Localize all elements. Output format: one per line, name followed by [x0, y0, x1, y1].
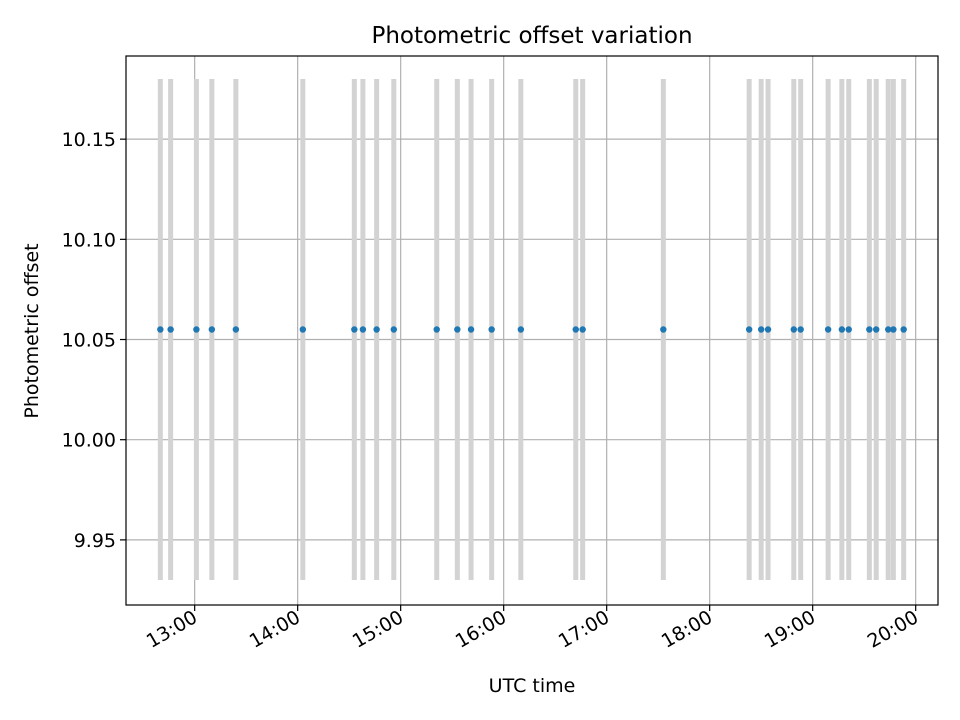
data-point — [790, 326, 797, 333]
data-point — [845, 326, 852, 333]
data-point — [488, 326, 495, 333]
data-point — [824, 326, 832, 333]
data-points — [157, 326, 907, 333]
data-point — [351, 326, 358, 333]
y-tick-label: 10.10 — [62, 229, 116, 251]
data-point — [157, 326, 164, 333]
data-point — [579, 326, 586, 333]
y-tick-label: 10.00 — [62, 430, 116, 452]
plot-frame — [125, 55, 939, 606]
data-point — [797, 326, 804, 333]
data-point — [232, 326, 240, 333]
data-point — [373, 326, 380, 333]
data-point — [838, 326, 846, 333]
data-point — [167, 326, 174, 333]
y-tick-label: 10.15 — [62, 129, 116, 151]
y-axis-label: Photometric offset — [21, 243, 43, 418]
data-point — [299, 326, 307, 333]
data-point — [572, 326, 579, 333]
data-point — [454, 326, 461, 333]
data-point — [872, 326, 880, 333]
data-point — [764, 326, 772, 333]
data-point — [208, 326, 216, 333]
data-point — [390, 326, 398, 333]
data-point — [885, 326, 892, 333]
x-axis-label: UTC time — [489, 675, 576, 697]
data-point — [359, 326, 367, 333]
y-tick-label: 10.05 — [62, 330, 116, 352]
data-point — [900, 326, 907, 333]
data-point — [745, 326, 753, 333]
data-point — [890, 326, 897, 333]
chart-title: Photometric offset variation — [371, 23, 692, 49]
data-point — [433, 326, 440, 333]
y-tick-label: 9.95 — [74, 530, 116, 552]
data-point — [866, 326, 873, 333]
data-point — [757, 326, 765, 333]
data-point — [193, 326, 200, 333]
y-axis-ticks: 9.95 10.00 10.05 10.10 10.15 — [62, 129, 126, 552]
data-point — [660, 326, 667, 333]
data-point — [517, 326, 525, 333]
data-point — [467, 326, 475, 333]
